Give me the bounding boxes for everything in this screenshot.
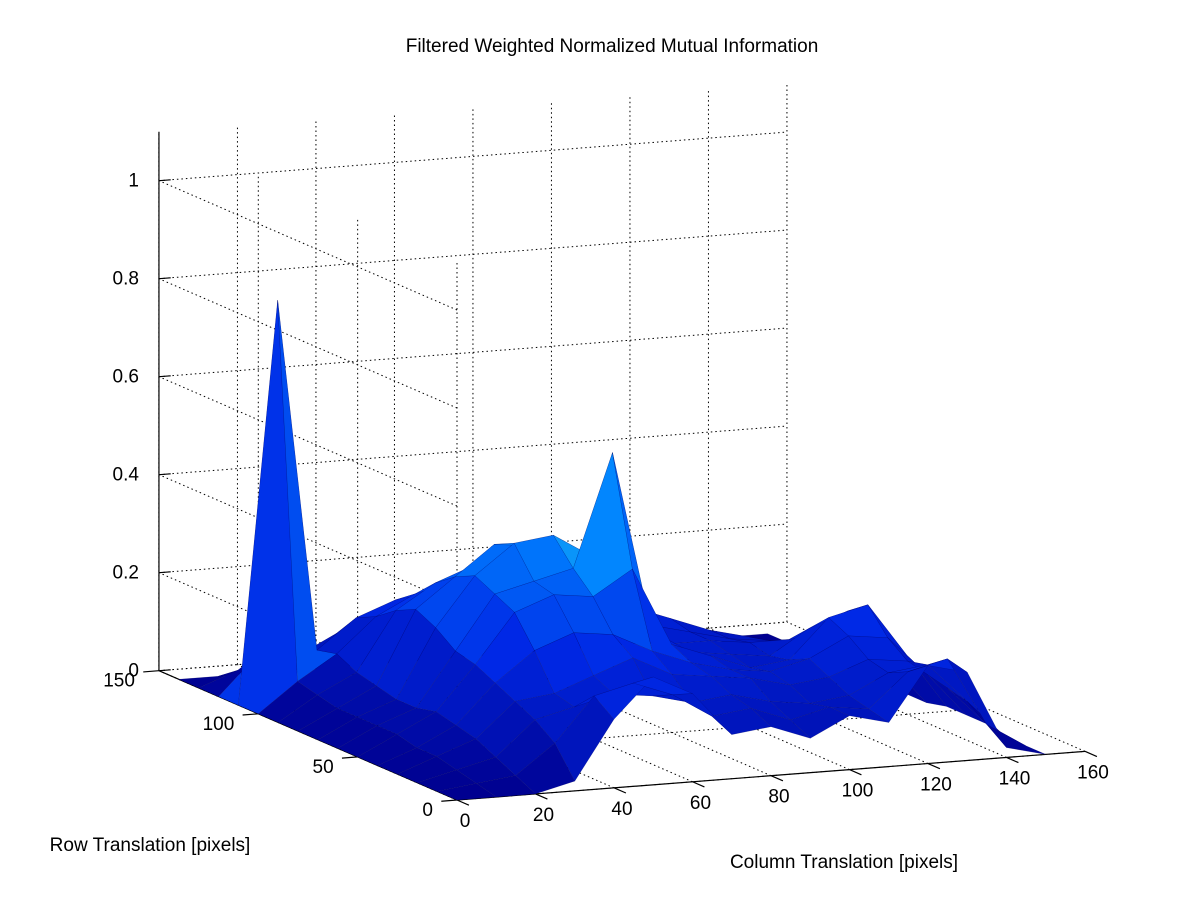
z-tick-label: 1 (128, 171, 139, 192)
grid-line-back-wall-z (158, 229, 787, 280)
z-tick-mark (158, 179, 171, 182)
y-tick-label: 0 (422, 800, 433, 821)
surface-mesh (178, 300, 1046, 801)
x-tick-mark (770, 775, 784, 782)
grid-line-left-wall-z (158, 278, 458, 409)
z-tick-mark (158, 669, 171, 672)
x-tick-label: 100 (842, 781, 874, 802)
x-tick-label: 0 (460, 811, 471, 832)
x-tick-mark (692, 781, 705, 788)
x-tick-mark (1084, 750, 1098, 758)
x-tick-label: 80 (768, 787, 789, 808)
grid-line-left-wall-z (158, 180, 458, 311)
grid-line-back-wall-z (158, 425, 787, 476)
z-tick-label: 0.4 (113, 465, 140, 486)
y-tick-label: 150 (103, 671, 135, 692)
y-tick-mark (143, 670, 159, 673)
z-tick-label: 0.6 (113, 367, 139, 388)
y-tick-label: 100 (203, 714, 235, 735)
surface-patch (986, 724, 1046, 755)
x-tick-mark (456, 799, 470, 806)
z-tick-label: 0.8 (113, 269, 139, 290)
x-tick-label: 140 (999, 768, 1031, 789)
chart-title: Filtered Weighted Normalized Mutual Info… (406, 36, 819, 57)
x-tick-label: 20 (533, 805, 554, 826)
y-tick-mark (242, 713, 259, 716)
z-tick-mark (158, 571, 171, 574)
x-tick-mark (1006, 756, 1019, 764)
tick-labels: 0 20 40 60 80 100 120 140 16005010015000.20.40.6… (103, 171, 1109, 832)
grid-line-left-wall-z (158, 474, 458, 605)
x-tick-label: 120 (920, 775, 952, 796)
x-tick-label: 40 (611, 799, 632, 820)
z-tick-mark (158, 277, 171, 280)
grid-line-back-wall-z (158, 327, 787, 378)
y-axis-label: Row Translation [pixels] (50, 835, 251, 856)
y-tick-mark (441, 799, 458, 802)
y-tick-label: 50 (313, 757, 334, 778)
z-tick-label: 0 (128, 661, 139, 682)
x-tick-mark (613, 787, 627, 794)
x-axis-label: Column Translation [pixels] (730, 852, 958, 873)
z-tick-mark (158, 375, 171, 378)
x-tick-mark (849, 769, 862, 776)
x-tick-mark (535, 793, 548, 800)
z-tick-label: 0.2 (113, 563, 139, 584)
z-tick-mark (158, 473, 171, 476)
grid-line-left-wall-z (158, 376, 458, 507)
surface-patch (573, 452, 633, 597)
y-tick-mark (341, 756, 358, 759)
x-tick-label: 60 (690, 793, 711, 814)
x-tick-label: 160 (1077, 762, 1109, 783)
grid-line-back-wall-z (158, 131, 787, 182)
x-tick-mark (927, 762, 941, 770)
